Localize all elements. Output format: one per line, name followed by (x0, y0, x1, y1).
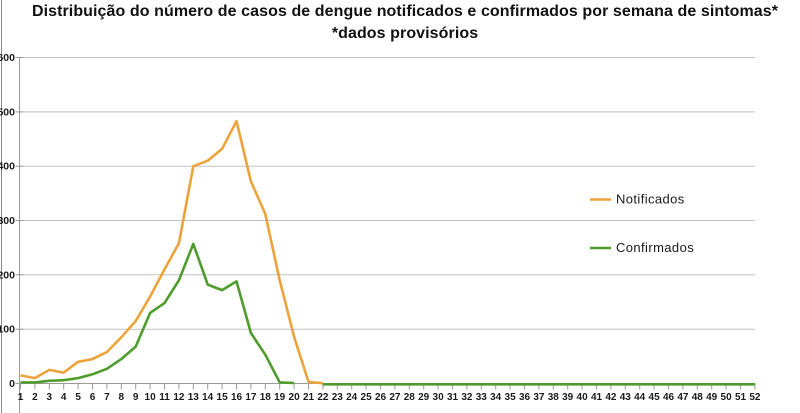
svg-text:25: 25 (361, 392, 373, 403)
svg-text:48: 48 (692, 392, 704, 403)
svg-text:4: 4 (61, 392, 67, 403)
svg-text:38: 38 (548, 392, 560, 403)
svg-text:36: 36 (519, 392, 531, 403)
svg-text:Notificados: Notificados (616, 192, 685, 207)
svg-text:6: 6 (90, 392, 96, 403)
svg-text:0: 0 (9, 378, 15, 390)
svg-text:18: 18 (260, 392, 272, 403)
svg-text:28: 28 (404, 392, 416, 403)
svg-text:1: 1 (18, 392, 24, 403)
svg-text:13: 13 (188, 392, 200, 403)
svg-text:47: 47 (677, 392, 689, 403)
svg-text:500: 500 (0, 106, 15, 118)
svg-text:34: 34 (490, 392, 502, 403)
svg-text:45: 45 (649, 392, 661, 403)
svg-text:49: 49 (706, 392, 718, 403)
svg-text:21: 21 (303, 392, 315, 403)
svg-text:29: 29 (418, 392, 430, 403)
svg-text:20: 20 (289, 392, 301, 403)
svg-text:11: 11 (159, 392, 170, 403)
svg-text:44: 44 (634, 392, 646, 403)
svg-text:26: 26 (375, 392, 387, 403)
svg-text:200: 200 (0, 269, 15, 281)
svg-text:46: 46 (663, 392, 675, 403)
svg-text:400: 400 (0, 161, 15, 173)
svg-text:37: 37 (533, 392, 545, 403)
svg-text:600: 600 (0, 52, 15, 64)
svg-text:40: 40 (577, 392, 589, 403)
svg-text:15: 15 (217, 392, 229, 403)
svg-text:39: 39 (562, 392, 574, 403)
svg-text:19: 19 (274, 392, 286, 403)
svg-text:Confirmados: Confirmados (616, 240, 694, 255)
svg-text:9: 9 (133, 392, 139, 403)
svg-text:2: 2 (32, 392, 38, 403)
svg-text:22: 22 (317, 392, 329, 403)
svg-text:300: 300 (0, 215, 15, 227)
svg-text:42: 42 (605, 392, 617, 403)
svg-text:100: 100 (0, 324, 15, 336)
svg-text:17: 17 (245, 392, 257, 403)
svg-text:3: 3 (47, 392, 53, 403)
svg-text:51: 51 (735, 392, 747, 403)
svg-text:27: 27 (389, 392, 401, 403)
svg-text:35: 35 (505, 392, 517, 403)
svg-text:12: 12 (173, 392, 185, 403)
svg-text:32: 32 (461, 392, 473, 403)
svg-text:31: 31 (447, 392, 459, 403)
svg-text:14: 14 (202, 392, 214, 403)
svg-text:43: 43 (620, 392, 632, 403)
svg-text:7: 7 (104, 392, 110, 403)
svg-text:8: 8 (119, 392, 125, 403)
svg-text:10: 10 (145, 392, 157, 403)
svg-text:24: 24 (346, 392, 358, 403)
svg-text:30: 30 (433, 392, 445, 403)
svg-text:16: 16 (231, 392, 243, 403)
svg-text:50: 50 (721, 392, 733, 403)
svg-text:5: 5 (75, 392, 81, 403)
svg-text:41: 41 (591, 392, 603, 403)
svg-text:23: 23 (332, 392, 344, 403)
svg-text:52: 52 (749, 392, 761, 403)
svg-text:33: 33 (476, 392, 488, 403)
